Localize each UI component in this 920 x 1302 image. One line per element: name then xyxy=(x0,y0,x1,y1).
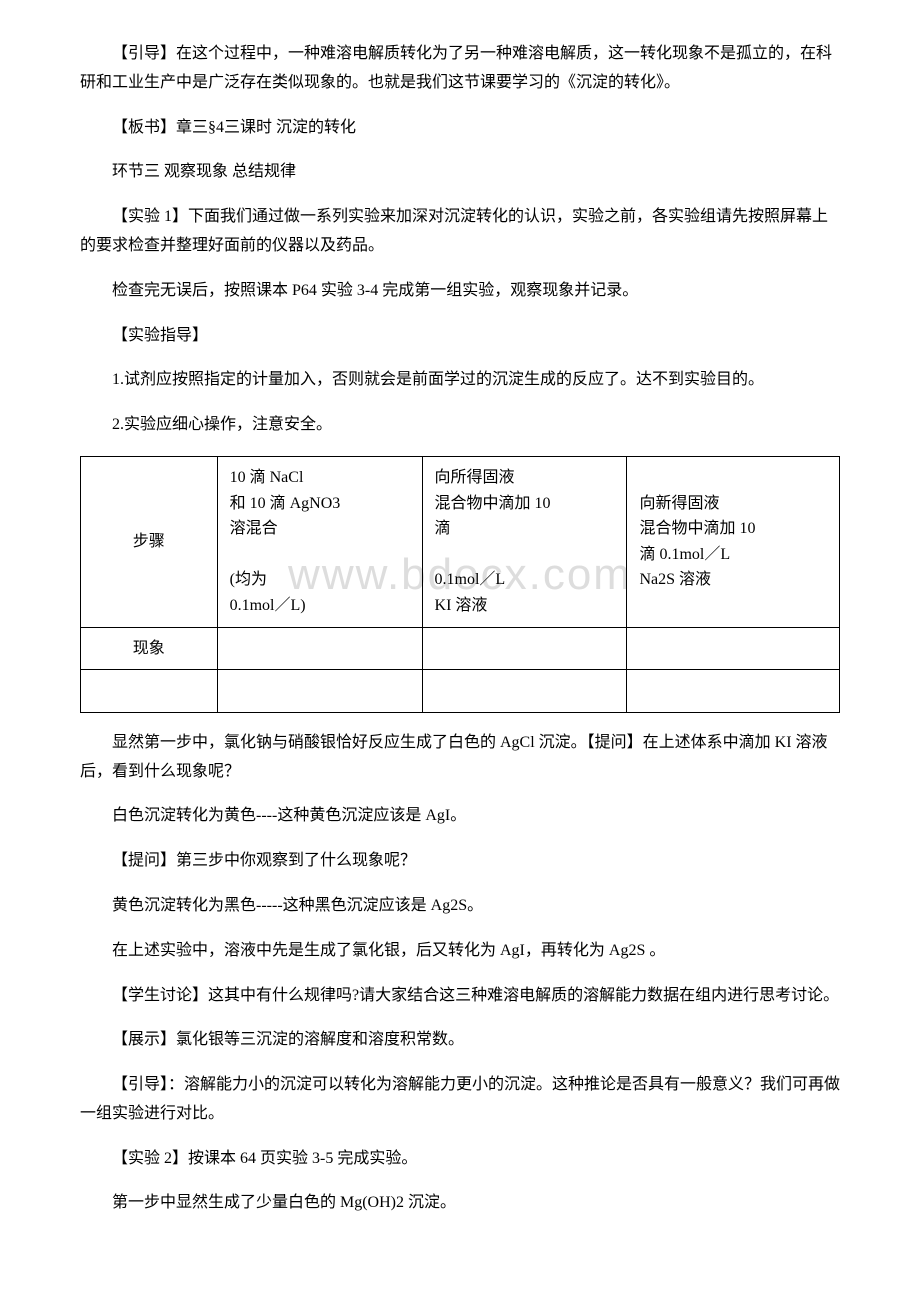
table-cell-step2: 向所得固液 混合物中滴加 10 滴 0.1mol／L KI 溶液 xyxy=(422,456,627,627)
cell-line: 溶混合 xyxy=(230,520,278,537)
table-row: 现象 xyxy=(81,627,840,670)
cell-line: Na2S 溶液 xyxy=(639,571,711,588)
document-content: 【引导】在这个过程中，一种难溶电解质转化为了另一种难溶电解质，这一转化现象不是孤… xyxy=(80,40,840,1218)
table-cell-phenomenon3 xyxy=(627,627,840,670)
paragraph-obvious: 显然第一步中，氯化钠与硝酸银恰好反应生成了白色的 AgCl 沉淀。【提问】在上述… xyxy=(80,729,840,787)
paragraph-experiment1: 【实验 1】下面我们通过做一系列实验来加深对沉淀转化的认识，实验之前，各实验组请… xyxy=(80,203,840,261)
paragraph-guide1: 1.试剂应按照指定的计量加入，否则就会是前面学过的沉淀生成的反应了。达不到实验目… xyxy=(80,366,840,395)
table-row xyxy=(81,670,840,713)
table-cell-phenomenon2 xyxy=(422,627,627,670)
paragraph-guide-title: 【实验指导】 xyxy=(80,322,840,351)
cell-line: 0.1mol／L xyxy=(435,571,506,588)
cell-line: 滴 xyxy=(435,520,451,537)
table-cell-blank xyxy=(627,670,840,713)
paragraph-white-yellow: 白色沉淀转化为黄色----这种黄色沉淀应该是 AgI。 xyxy=(80,802,840,831)
table-cell-step-label: 步骤 xyxy=(81,456,218,627)
table-cell-blank xyxy=(422,670,627,713)
paragraph-experiment2: 【实验 2】按课本 64 页实验 3-5 完成实验。 xyxy=(80,1145,840,1174)
paragraph-board: 【板书】章三§4三课时 沉淀的转化 xyxy=(80,114,840,143)
table-cell-phenomenon-label: 现象 xyxy=(81,627,218,670)
cell-line: 向新得固液 xyxy=(639,495,719,512)
paragraph-discussion: 【学生讨论】这其中有什么规律吗?请大家结合这三种难溶电解质的溶解能力数据在组内进… xyxy=(80,982,840,1011)
paragraph-check: 检查完无误后，按照课本 P64 实验 3-4 完成第一组实验，观察现象并记录。 xyxy=(80,277,840,306)
paragraph-intro: 【引导】在这个过程中，一种难溶电解质转化为了另一种难溶电解质，这一转化现象不是孤… xyxy=(80,40,840,98)
experiment-table: 步骤 10 滴 NaCl 和 10 滴 AgNO3 溶混合 (均为 0.1mol… xyxy=(80,456,840,713)
paragraph-section3: 环节三 观察现象 总结规律 xyxy=(80,158,840,187)
cell-line: 混合物中滴加 10 xyxy=(639,520,755,537)
table-cell-blank xyxy=(217,670,422,713)
paragraph-guide-conclusion: 【引导】：溶解能力小的沉淀可以转化为溶解能力更小的沉淀。这种推论是否具有一般意义… xyxy=(80,1071,840,1129)
cell-line: 和 10 滴 AgNO3 xyxy=(230,495,341,512)
table-cell-step3: 向新得固液 混合物中滴加 10 滴 0.1mol／L Na2S 溶液 xyxy=(627,456,840,627)
paragraph-guide2: 2.实验应细心操作，注意安全。 xyxy=(80,411,840,440)
cell-line: KI 溶液 xyxy=(435,597,488,614)
cell-line: 0.1mol／L) xyxy=(230,597,306,614)
paragraph-question3: 【提问】第三步中你观察到了什么现象呢？ xyxy=(80,847,840,876)
cell-line: 向所得固液 xyxy=(435,469,515,486)
table-cell-phenomenon1 xyxy=(217,627,422,670)
table-cell-step1: 10 滴 NaCl 和 10 滴 AgNO3 溶混合 (均为 0.1mol／L) xyxy=(217,456,422,627)
table-row: 步骤 10 滴 NaCl 和 10 滴 AgNO3 溶混合 (均为 0.1mol… xyxy=(81,456,840,627)
cell-line: 滴 0.1mol／L xyxy=(639,546,730,563)
table-cell-blank xyxy=(81,670,218,713)
paragraph-show: 【展示】氯化银等三沉淀的溶解度和溶度积常数。 xyxy=(80,1026,840,1055)
cell-line: 混合物中滴加 10 xyxy=(435,495,551,512)
cell-line: 10 滴 NaCl xyxy=(230,469,304,486)
cell-line: (均为 xyxy=(230,571,267,588)
paragraph-summary: 在上述实验中，溶液中先是生成了氯化银，后又转化为 AgI，再转化为 Ag2S 。 xyxy=(80,937,840,966)
paragraph-yellow-black: 黄色沉淀转化为黑色-----这种黑色沉淀应该是 Ag2S。 xyxy=(80,892,840,921)
paragraph-mgoh2: 第一步中显然生成了少量白色的 Mg(OH)2 沉淀。 xyxy=(80,1189,840,1218)
